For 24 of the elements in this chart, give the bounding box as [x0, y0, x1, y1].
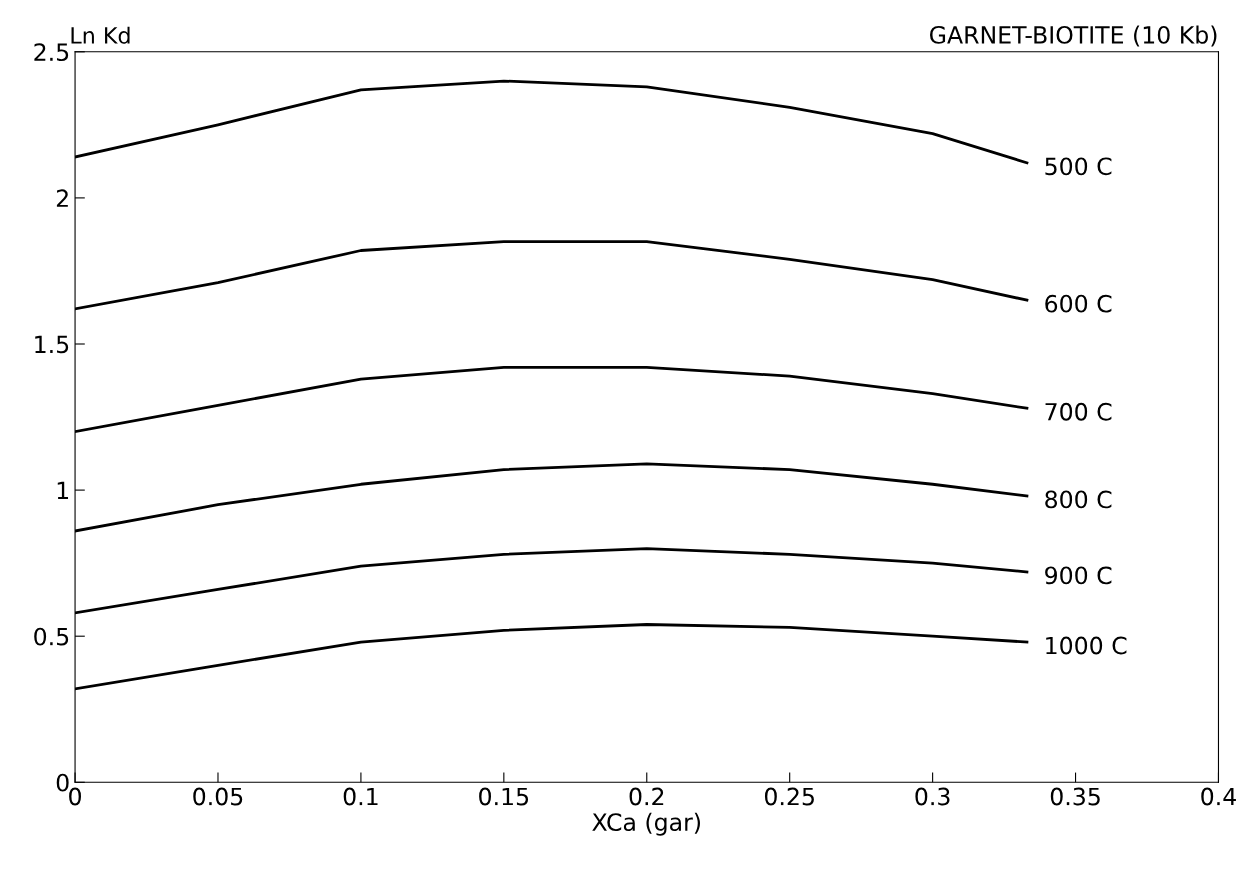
y-tick-label: 2: [56, 189, 68, 207]
x-tick-label: 0.2: [629, 787, 664, 806]
y-tick-label: 0.5: [34, 627, 69, 646]
y-tick-label: 1.5: [35, 335, 69, 354]
y-axis-title: Ln Kd: [71, 26, 130, 44]
series-label: 600 C: [1045, 294, 1112, 313]
series-label: 700 C: [1045, 402, 1112, 421]
y-tick-label: 2.5: [34, 43, 69, 62]
series-label: 500 C: [1045, 157, 1112, 176]
series-label: 1000 C: [1046, 636, 1127, 655]
x-tick-label: 0.35: [1050, 787, 1100, 806]
x-tick-label: 0.1: [343, 787, 378, 806]
x-tick-label: 0.15: [479, 787, 529, 806]
y-tick-label: 0: [56, 773, 69, 792]
x-tick-label: 0.4: [1201, 787, 1236, 806]
x-axis-title: XCa (gar): [592, 812, 700, 836]
chart-title: GARNET-BIOTITE (10 Kb): [930, 25, 1217, 47]
x-tick-label: 0.05: [193, 787, 243, 806]
series-label: 800 C: [1045, 490, 1112, 509]
y-tick-label: 1: [57, 481, 69, 500]
x-tick-label: 0.3: [915, 787, 950, 806]
series-label: 900 C: [1045, 566, 1112, 585]
x-tick-label: 0: [69, 787, 81, 806]
x-tick-label: 0.25: [764, 787, 814, 806]
